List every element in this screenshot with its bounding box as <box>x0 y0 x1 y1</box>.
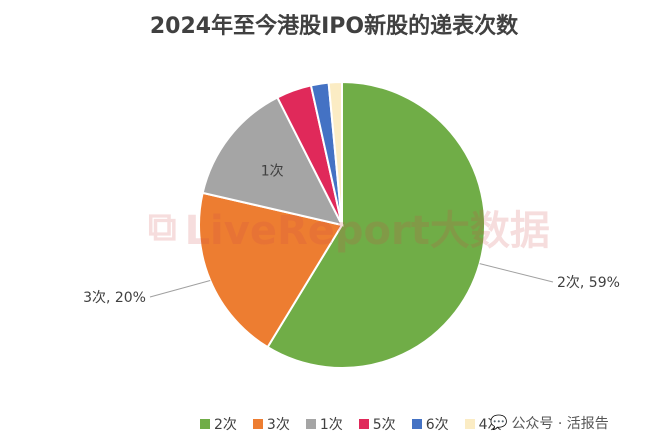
legend-label: 1次 <box>319 417 343 433</box>
chart-legend: 2次 3次 1次 5次 6次 4次 <box>200 414 502 434</box>
legend-item-2次: 2次 <box>200 414 237 434</box>
slice-label-2次: 2次, 59% <box>557 275 620 291</box>
legend-item-3次: 3次 <box>252 414 290 434</box>
watermark-logo-icon: ⧉ <box>148 204 177 250</box>
chart-title: 2024年至今港股IPO新股的递表次数 <box>149 14 519 39</box>
legend-swatch <box>464 419 475 429</box>
leader-line-3次 <box>149 280 211 298</box>
legend-item-1次: 1次 <box>305 414 343 434</box>
watermark-logo-text: LiveReport大数据 <box>184 208 550 254</box>
legend-swatch <box>358 419 369 429</box>
watermark-source-text: 公众号 · 活报告 <box>511 416 609 432</box>
legend-swatch <box>252 419 263 429</box>
watermark-logo: ⧉ LiveReport大数据 <box>148 198 550 256</box>
legend-swatch <box>305 419 316 429</box>
wechat-icon: 💬 <box>490 415 508 431</box>
slice-label-1次: 1次 <box>261 163 284 179</box>
legend-label: 2次 <box>214 417 237 433</box>
legend-label: 6次 <box>425 417 449 433</box>
legend-item-4次: 4次 <box>464 414 502 434</box>
legend-label: 5次 <box>372 417 396 433</box>
pie-slice-3次 <box>198 191 344 349</box>
legend-item-6次: 6次 <box>411 414 449 434</box>
legend-label: 4次 <box>478 417 502 433</box>
legend-swatch <box>200 419 210 429</box>
pie-slice-2次 <box>266 80 486 369</box>
pie-slice-4次 <box>327 80 343 226</box>
pie-slice-1次 <box>201 96 344 227</box>
watermark-source: 💬 公众号 · 活报告 <box>490 413 609 433</box>
slice-label-3次: 3次, 20% <box>83 290 146 306</box>
leader-line-2次 <box>479 263 554 283</box>
legend-label: 3次 <box>266 417 290 433</box>
legend-item-5次: 5次 <box>358 414 396 434</box>
legend-swatch <box>411 419 422 429</box>
